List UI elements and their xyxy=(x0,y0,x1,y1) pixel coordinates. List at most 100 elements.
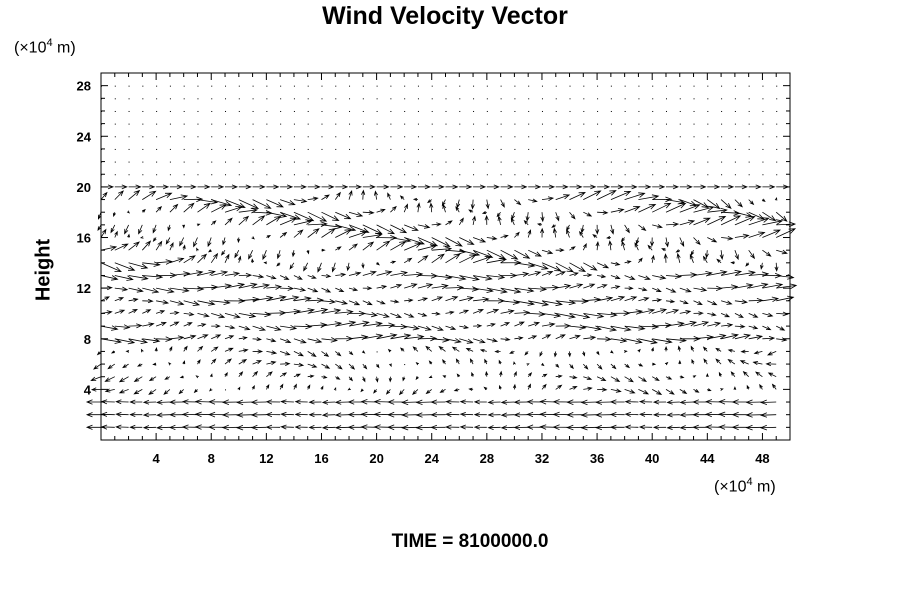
vector-arrow xyxy=(541,383,547,390)
vector-dot xyxy=(486,110,488,112)
vector-arrow xyxy=(541,271,554,276)
vector-arrow xyxy=(445,275,467,281)
vector-arrow xyxy=(280,361,291,366)
vector-arrow xyxy=(610,190,632,200)
vector-arrow xyxy=(182,244,186,251)
vector-arrow xyxy=(527,229,532,238)
vector-arrow xyxy=(536,223,543,227)
vector-arrow xyxy=(719,250,724,260)
vector-arrow xyxy=(459,237,475,245)
vector-arrow xyxy=(224,347,234,352)
vector-dot xyxy=(693,148,695,150)
vector-arrow xyxy=(514,310,531,316)
vector-arrow xyxy=(500,234,509,239)
vector-arrow xyxy=(251,258,255,263)
vector-dot xyxy=(238,123,240,125)
vector-arrow xyxy=(514,231,520,238)
vector-arrow xyxy=(156,259,173,265)
vector-arrow xyxy=(431,222,442,227)
vector-arrow xyxy=(197,359,201,365)
vector-arrow xyxy=(597,387,608,392)
y-unit-suffix: m) xyxy=(52,39,76,57)
vector-dot xyxy=(362,110,364,112)
vector-arrow xyxy=(375,376,379,383)
vector-dot xyxy=(321,85,323,87)
vector-arrow xyxy=(266,350,278,355)
vector-arrow xyxy=(335,246,342,251)
vector-arrow xyxy=(596,190,617,200)
vector-arrow xyxy=(376,300,386,305)
vector-dot xyxy=(638,161,640,163)
vector-arrow xyxy=(321,425,336,431)
vector-arrow xyxy=(335,229,352,238)
vector-arrow xyxy=(597,184,611,190)
vector-arrow xyxy=(652,338,673,344)
vector-dot xyxy=(142,161,144,163)
vector-arrow xyxy=(293,287,307,292)
vector-dot xyxy=(293,148,295,150)
vector-arrow xyxy=(417,184,431,190)
vector-dot xyxy=(445,85,447,87)
vector-dot xyxy=(307,98,309,100)
vector-arrow xyxy=(597,336,612,342)
vector-arrow xyxy=(183,255,196,264)
vector-dot xyxy=(321,174,323,176)
vector-arrow xyxy=(211,313,226,319)
vector-dot xyxy=(225,85,227,87)
vector-arrow xyxy=(265,399,281,405)
vector-arrow xyxy=(679,375,685,379)
vector-arrow xyxy=(624,296,638,302)
vector-arrow xyxy=(114,338,136,345)
vector-dot xyxy=(762,123,764,125)
vector-arrow xyxy=(211,270,229,276)
vector-arrow xyxy=(224,253,230,263)
vector-arrow xyxy=(250,412,267,418)
vector-arrow xyxy=(734,324,746,329)
vector-arrow xyxy=(279,211,302,220)
vector-dot xyxy=(473,136,475,138)
vector-dot xyxy=(583,110,585,112)
vector-arrow xyxy=(252,311,272,318)
vector-arrow xyxy=(138,224,143,235)
vector-dot xyxy=(707,98,709,100)
vector-arrow xyxy=(361,262,365,269)
vector-dot xyxy=(624,161,626,163)
vector-arrow xyxy=(745,424,763,431)
vector-arrow xyxy=(459,412,474,417)
vector-arrow xyxy=(665,376,673,380)
vector-dot xyxy=(597,148,599,150)
x-unit-exponent: 4 xyxy=(746,476,753,488)
vector-arrow xyxy=(387,424,405,431)
vector-arrow xyxy=(514,321,525,327)
vector-arrow xyxy=(361,350,366,354)
vector-arrow xyxy=(122,363,129,369)
vector-dot xyxy=(721,85,723,87)
vector-arrow xyxy=(610,208,625,213)
vector-arrow xyxy=(404,298,414,303)
vector-arrow xyxy=(465,347,474,352)
vector-dot xyxy=(307,136,309,138)
vector-arrow xyxy=(307,338,323,344)
vector-arrow xyxy=(707,184,721,190)
vector-dot xyxy=(569,98,571,100)
vector-dot xyxy=(748,85,750,87)
vector-arrow xyxy=(376,333,398,340)
vector-arrow xyxy=(445,411,460,417)
vector-arrow xyxy=(114,324,131,330)
vector-dot xyxy=(156,174,158,176)
vector-dot xyxy=(335,98,337,100)
vector-dot xyxy=(459,85,461,87)
vector-dot xyxy=(762,161,764,163)
vector-dot xyxy=(321,136,323,138)
vector-arrow xyxy=(679,320,698,327)
vector-dot xyxy=(417,161,419,163)
vector-arrow xyxy=(307,297,324,303)
vector-dot xyxy=(349,85,351,87)
vector-dot xyxy=(445,148,447,150)
x-tick-label: 8 xyxy=(208,451,215,466)
time-annotation: TIME = 8100000.0 xyxy=(391,531,549,552)
vector-arrow xyxy=(128,323,143,329)
vector-arrow xyxy=(528,262,549,270)
vector-arrow xyxy=(762,184,776,190)
vector-dot xyxy=(376,351,378,353)
